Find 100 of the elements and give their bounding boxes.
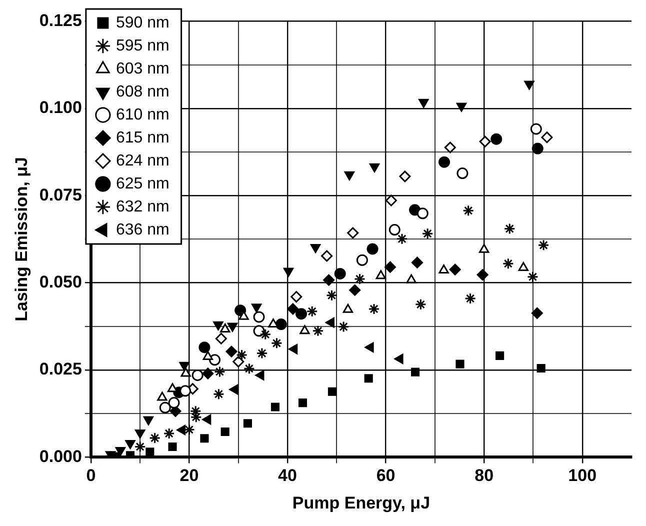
x-axis-title: Pump Energy, μJ (292, 493, 430, 512)
point (256, 348, 268, 360)
point (369, 163, 380, 172)
point (376, 270, 386, 280)
point (334, 268, 346, 280)
point (227, 322, 238, 332)
legend-label: 610 nm (116, 106, 170, 124)
point (176, 424, 186, 436)
point (416, 208, 428, 220)
point (347, 227, 359, 239)
point (502, 258, 514, 270)
point (226, 346, 238, 358)
point (354, 273, 366, 285)
point (202, 368, 214, 380)
point (296, 308, 308, 320)
point (163, 428, 175, 440)
point (325, 317, 334, 328)
point (143, 416, 154, 426)
point (220, 427, 230, 436)
point (406, 274, 416, 284)
y-tick-label: 0.000 (39, 446, 82, 466)
point (159, 402, 171, 414)
point (456, 360, 464, 368)
point (275, 318, 287, 330)
point (149, 432, 161, 444)
point (396, 233, 408, 245)
point (342, 304, 354, 313)
legend-label: 636 nm (116, 221, 170, 238)
point (287, 303, 299, 315)
point (214, 366, 226, 378)
point (310, 244, 321, 253)
point (157, 392, 168, 401)
point (180, 368, 191, 377)
point (243, 419, 252, 428)
point (134, 440, 146, 452)
point (411, 256, 423, 268)
point (168, 442, 177, 452)
y-tick-label: 0.100 (39, 98, 82, 118)
point (229, 384, 238, 395)
point (385, 194, 397, 206)
x-tick-label: 20 (180, 466, 199, 486)
point (366, 243, 378, 255)
point (438, 156, 450, 168)
point (538, 239, 550, 251)
point (288, 344, 298, 354)
point (479, 136, 491, 148)
legend-label: 632 nm (116, 198, 170, 216)
point (283, 268, 294, 277)
point (532, 142, 544, 154)
point (462, 204, 474, 216)
point (125, 440, 136, 449)
point (168, 397, 180, 409)
point (476, 269, 488, 281)
point (323, 274, 335, 286)
point (410, 368, 420, 376)
point (518, 262, 528, 272)
point (146, 448, 154, 456)
point (328, 387, 337, 396)
point (478, 244, 490, 253)
point (255, 370, 264, 380)
point (220, 323, 230, 332)
point (368, 303, 380, 315)
point (213, 321, 224, 330)
y-tick-label: 0.050 (39, 272, 82, 292)
x-tick-label: 80 (474, 466, 494, 486)
legend-label: 608 nm (116, 83, 170, 100)
point (260, 328, 272, 340)
point (536, 364, 546, 373)
point (202, 350, 213, 360)
y-tick-label: 0.125 (39, 10, 82, 30)
x-tick-label: 60 (376, 466, 396, 486)
point (306, 306, 318, 318)
point (215, 332, 227, 344)
y-tick-label: 0.025 (39, 360, 82, 379)
y-tick-label: 0.075 (39, 185, 82, 204)
point (490, 133, 502, 145)
point (115, 446, 126, 456)
point (198, 342, 210, 354)
y-axis-title: Lasing Emission, μJ (12, 157, 31, 322)
point (449, 264, 461, 276)
point (344, 171, 355, 180)
point (209, 354, 221, 366)
point (321, 250, 333, 262)
point (212, 388, 224, 400)
point (422, 228, 434, 240)
point (312, 325, 324, 337)
point (414, 298, 426, 310)
legend-label: 625 nm (116, 175, 170, 192)
legend-label: 624 nm (116, 152, 170, 170)
point (270, 402, 280, 412)
point (251, 304, 262, 313)
point (179, 362, 190, 371)
point (526, 271, 538, 283)
point (399, 170, 411, 182)
point (394, 354, 404, 364)
x-tick-label: 100 (568, 466, 597, 486)
x-tick-label: 40 (278, 466, 297, 486)
point (192, 369, 204, 381)
legend-label: 595 nm (116, 37, 170, 54)
point (504, 222, 516, 234)
